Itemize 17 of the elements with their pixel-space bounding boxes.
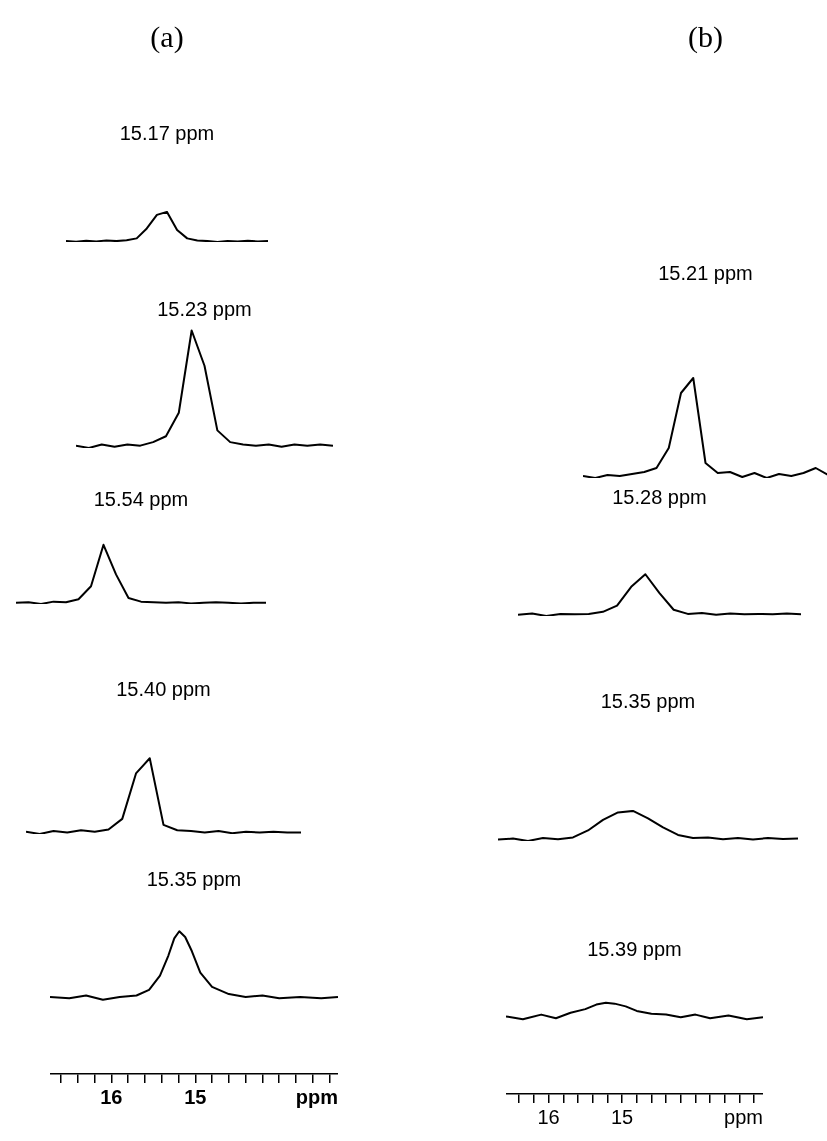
chart-title: 15.28 ppm xyxy=(612,485,707,508)
x-tick-label: 15 xyxy=(184,1085,207,1108)
x-tick-label: 16 xyxy=(537,1105,560,1128)
chart-title: (b) xyxy=(688,19,723,54)
chart-title: 15.54 ppm xyxy=(93,487,189,510)
x-tick-label: 16 xyxy=(100,1085,123,1108)
x-axis-title: ppm xyxy=(295,1085,338,1108)
chart-title: 15.40 ppm xyxy=(116,677,211,700)
x-tick-label: 15 xyxy=(610,1105,634,1128)
chart-title: 15.23 ppm xyxy=(157,297,252,320)
chart-title: 15.35 ppm xyxy=(600,689,696,712)
chart-title: 15.39 ppm xyxy=(587,937,682,960)
chart-subtitle: 15.21 ppm xyxy=(658,261,753,284)
chart-subtitle: 15.17 ppm xyxy=(119,121,215,144)
chart-title: 15.35 ppm xyxy=(146,867,242,890)
x-axis-title: ppm xyxy=(724,1105,763,1128)
chart-title: (a) xyxy=(150,19,184,54)
